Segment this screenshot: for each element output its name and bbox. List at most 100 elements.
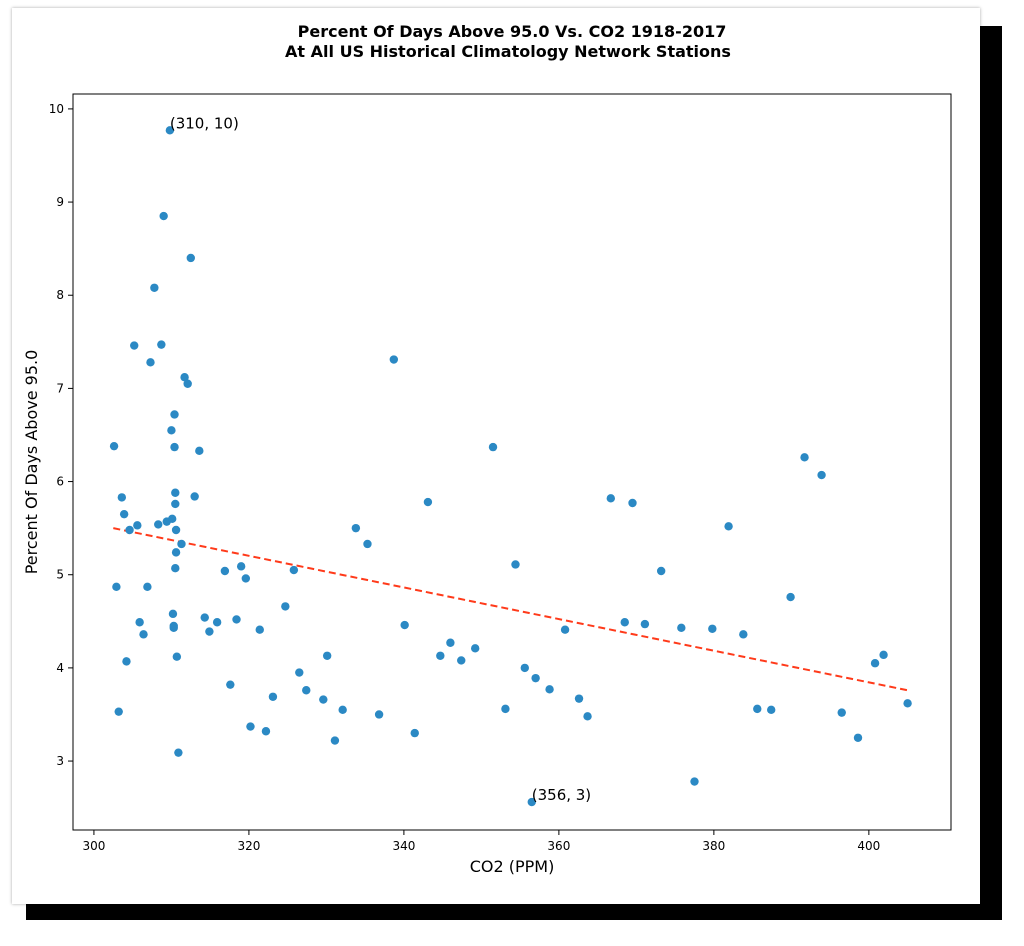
data-point xyxy=(708,624,717,633)
data-point xyxy=(338,705,347,715)
data-point xyxy=(150,283,159,292)
data-point xyxy=(171,525,181,535)
data-point xyxy=(853,733,863,742)
data-point xyxy=(739,630,748,639)
data-points xyxy=(109,126,912,807)
y-tick-label: 8 xyxy=(56,288,64,302)
y-axis: 3 4 5 6 7 8 9 10 xyxy=(49,102,73,768)
x-axis: 300 320 340 360 380 400 xyxy=(82,830,880,853)
x-axis-label: CO2 (PPM) xyxy=(470,857,555,876)
x-tick-label: 320 xyxy=(237,839,260,853)
data-point xyxy=(154,520,163,529)
data-point xyxy=(583,712,592,721)
data-point xyxy=(281,602,290,611)
y-axis-label: Percent Of Days Above 95.0 xyxy=(22,350,41,575)
data-point xyxy=(146,358,155,367)
data-point xyxy=(174,748,183,757)
data-point xyxy=(169,621,178,631)
plot-area xyxy=(72,93,952,831)
y-tick-label: 3 xyxy=(56,754,64,768)
chart-title-line-2: At All US Historical Climatology Network… xyxy=(285,42,731,61)
data-point xyxy=(436,651,445,660)
data-point xyxy=(656,566,666,576)
data-point xyxy=(640,619,650,629)
data-point xyxy=(520,663,529,673)
data-point xyxy=(130,341,139,350)
x-tick-label: 300 xyxy=(82,839,105,853)
data-point xyxy=(143,582,152,592)
data-point xyxy=(302,686,311,695)
data-point xyxy=(183,379,192,388)
data-point xyxy=(133,521,142,530)
data-point xyxy=(195,446,204,456)
x-tick-label: 340 xyxy=(392,839,415,853)
data-point xyxy=(724,522,733,531)
data-point xyxy=(628,498,637,508)
y-tick-label: 7 xyxy=(56,381,64,395)
data-point xyxy=(410,728,419,738)
data-point xyxy=(319,695,328,704)
data-point xyxy=(180,373,189,382)
trend-line xyxy=(113,527,908,692)
data-point xyxy=(400,620,409,630)
data-point xyxy=(241,574,251,583)
data-point xyxy=(114,707,123,716)
data-point xyxy=(226,680,235,689)
data-point xyxy=(470,644,480,653)
data-point xyxy=(531,673,540,683)
data-point xyxy=(171,488,180,497)
data-point xyxy=(172,652,182,661)
data-point xyxy=(677,623,686,633)
y-tick-label: 10 xyxy=(49,102,64,116)
data-point xyxy=(212,618,222,627)
data-point xyxy=(122,657,131,666)
data-point xyxy=(574,694,584,703)
data-point xyxy=(205,627,214,636)
data-point xyxy=(527,797,536,807)
data-point xyxy=(879,650,888,660)
data-point xyxy=(817,470,826,480)
data-point xyxy=(870,659,880,668)
data-point xyxy=(167,514,177,524)
data-point xyxy=(446,638,455,647)
data-point xyxy=(268,692,278,701)
data-point xyxy=(545,685,554,694)
data-point xyxy=(903,699,912,708)
data-point xyxy=(351,523,361,533)
data-point xyxy=(168,609,178,619)
data-point xyxy=(117,493,127,502)
data-point xyxy=(255,625,264,634)
x-tick-label: 400 xyxy=(857,839,880,853)
data-point xyxy=(177,539,186,549)
data-point xyxy=(171,564,180,573)
data-point xyxy=(135,618,144,627)
data-point xyxy=(560,625,570,634)
data-point xyxy=(374,710,384,719)
data-point xyxy=(139,630,148,639)
data-point xyxy=(232,615,241,624)
y-tick-label: 4 xyxy=(56,661,64,675)
data-point xyxy=(330,736,340,745)
x-tick-label: 360 xyxy=(547,839,570,853)
y-tick-label: 6 xyxy=(56,475,64,489)
data-point xyxy=(246,722,255,731)
data-point xyxy=(125,525,134,535)
data-point xyxy=(220,566,230,576)
data-point xyxy=(786,592,795,602)
data-point xyxy=(620,618,629,627)
data-point xyxy=(363,539,372,549)
annotations: (310, 10) (356, 3) xyxy=(170,114,591,804)
y-tick-label: 9 xyxy=(56,195,64,209)
data-point xyxy=(389,355,399,364)
data-point xyxy=(165,126,175,135)
data-point xyxy=(295,668,304,677)
data-point xyxy=(322,651,332,660)
data-point xyxy=(109,441,119,451)
y-tick-label: 5 xyxy=(56,568,64,582)
data-point xyxy=(488,442,498,452)
data-point xyxy=(167,426,176,435)
annotation-label: (310, 10) xyxy=(170,114,239,132)
data-point xyxy=(606,494,616,503)
data-point xyxy=(289,565,299,575)
